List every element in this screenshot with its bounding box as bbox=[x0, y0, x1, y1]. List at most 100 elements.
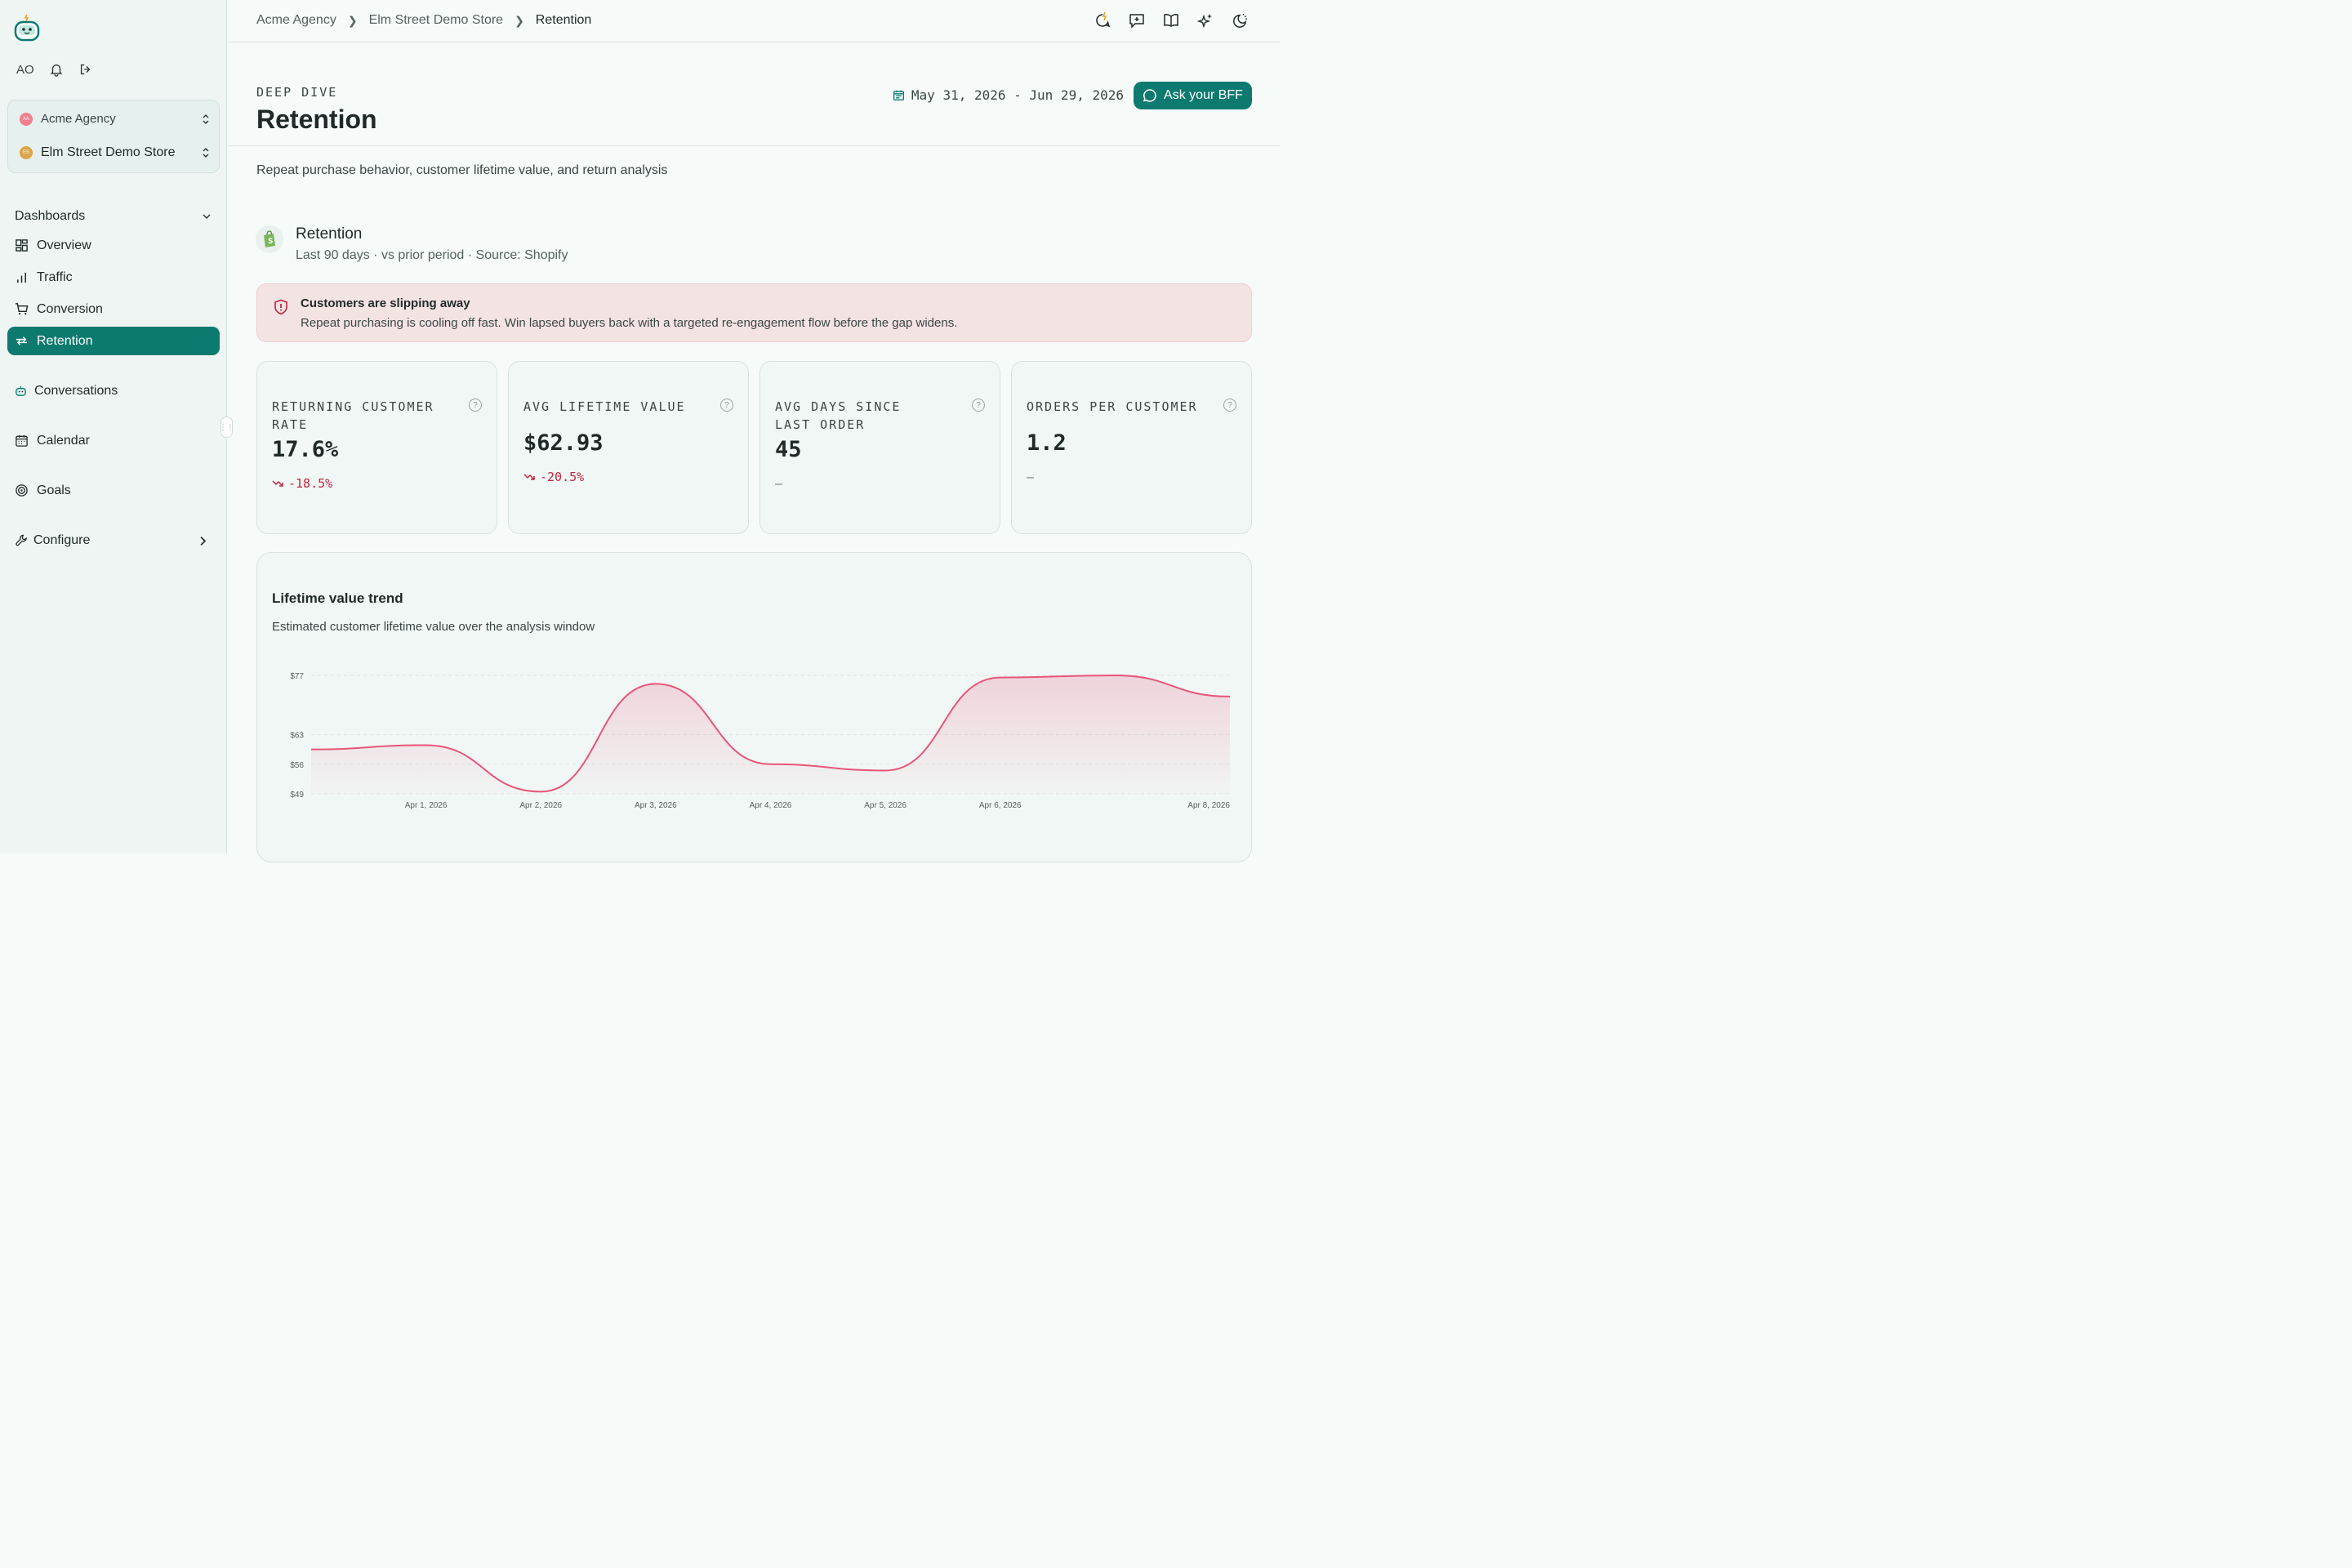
bar-chart-icon bbox=[17, 272, 26, 283]
top-bar: Acme Agency ❯ Elm Street Demo Store ❯ Re… bbox=[228, 0, 1281, 42]
repeat-icon bbox=[16, 336, 28, 345]
bot-logo-icon[interactable] bbox=[13, 13, 41, 42]
breadcrumb: Acme Agency ❯ Elm Street Demo Store ❯ Re… bbox=[256, 13, 591, 28]
dashboards-section-label: Dashboards bbox=[15, 209, 86, 223]
breadcrumb-separator-icon: ❯ bbox=[514, 13, 524, 27]
help-icon[interactable]: ? bbox=[720, 399, 733, 412]
sidebar-item-conversations[interactable]: Conversations bbox=[7, 376, 220, 405]
dashboards-section-toggle[interactable]: Dashboards bbox=[15, 209, 212, 224]
chart-point[interactable] bbox=[881, 767, 889, 775]
x-tick-label: Apr 6, 2026 bbox=[979, 801, 1022, 810]
alert-banner: Customers are slipping away Repeat purch… bbox=[256, 283, 1252, 342]
store-selector[interactable]: ES Elm Street Demo Store bbox=[20, 145, 211, 160]
sidebar-resize-handle[interactable]: ⋮⋮ bbox=[220, 416, 234, 438]
sidebar-item-traffic[interactable]: Traffic bbox=[7, 263, 220, 292]
user-row: AO bbox=[16, 62, 93, 77]
breadcrumb-current: Retention bbox=[535, 13, 592, 27]
breadcrumb-agency[interactable]: Acme Agency bbox=[256, 13, 336, 27]
chart-point[interactable] bbox=[1111, 671, 1119, 679]
new-message-icon[interactable] bbox=[1129, 11, 1145, 29]
page-eyebrow: DEEP DIVE bbox=[256, 85, 338, 100]
chart-point[interactable] bbox=[1226, 693, 1234, 701]
sidebar-item-label: Calendar bbox=[37, 433, 90, 448]
quick-chat-icon[interactable] bbox=[1094, 11, 1111, 29]
x-tick-label: Apr 3, 2026 bbox=[635, 801, 677, 810]
help-icon[interactable]: ? bbox=[972, 399, 985, 412]
sidebar-item-retention[interactable]: Retention bbox=[7, 327, 220, 355]
shield-alert-icon bbox=[274, 299, 287, 315]
y-tick-label: $77 bbox=[290, 672, 304, 681]
y-tick-label: $49 bbox=[290, 791, 304, 800]
kpi-delta: – bbox=[1027, 470, 1034, 484]
sidebar-item-label: Goals bbox=[37, 483, 71, 497]
theme-toggle-icon[interactable] bbox=[1232, 11, 1248, 29]
kpi-label: ORDERS PER CUSTOMER bbox=[1027, 399, 1198, 414]
ask-bff-button[interactable]: Ask your BFF bbox=[1134, 82, 1252, 109]
ltv-trend-card: Lifetime value trend Estimated customer … bbox=[256, 552, 1252, 862]
chart-point[interactable] bbox=[422, 741, 430, 749]
kpi-delta: -20.5% bbox=[523, 470, 584, 484]
sidebar-item-conversion[interactable]: Conversion bbox=[7, 295, 220, 323]
agency-name: Acme Agency bbox=[41, 112, 116, 126]
bell-icon[interactable] bbox=[49, 62, 64, 77]
x-tick-label: Apr 4, 2026 bbox=[750, 801, 792, 810]
sidebar-item-label: Configure bbox=[33, 532, 91, 547]
kpi-delta: – bbox=[775, 476, 782, 491]
shopify-icon: S bbox=[256, 225, 283, 253]
sidebar-item-label: Overview bbox=[37, 238, 91, 252]
workspace-switcher: AA Acme Agency ES Elm Street Demo Store bbox=[7, 100, 220, 173]
chart-point[interactable] bbox=[307, 746, 315, 754]
alert-body: Repeat purchasing is cooling off fast. W… bbox=[301, 316, 958, 330]
x-tick-label: Apr 1, 2026 bbox=[405, 801, 448, 810]
x-tick-label: Apr 5, 2026 bbox=[864, 801, 906, 810]
calendar-icon bbox=[893, 90, 904, 100]
page-title: Retention bbox=[256, 105, 377, 134]
alert-title: Customers are slipping away bbox=[301, 296, 470, 310]
section-meta: Last 90 days · vs prior period · Source:… bbox=[296, 248, 568, 262]
grid-icon bbox=[16, 239, 28, 252]
help-icon[interactable]: ? bbox=[469, 399, 482, 412]
ltv-trend-chart[interactable]: $77 $63 $56 $49 Apr 1, 2026 Apr 2, 2026 Apr 3,… bbox=[257, 553, 1253, 863]
ask-bff-label: Ask your BFF bbox=[1164, 88, 1243, 102]
sidebar: AO AA Acme Agency ES Elm Street Demo Sto… bbox=[0, 0, 227, 853]
breadcrumb-separator-icon: ❯ bbox=[347, 13, 358, 27]
kpi-card-days-since-order: AVG DAYS SINCE LAST ORDER ? 45 – bbox=[760, 361, 1000, 534]
y-tick-label: $63 bbox=[290, 732, 304, 741]
trend-down-icon bbox=[272, 480, 283, 487]
sidebar-item-goals[interactable]: Goals bbox=[7, 476, 220, 505]
chart-point[interactable] bbox=[996, 674, 1004, 682]
kpi-value: 45 bbox=[775, 437, 802, 462]
chart-title: Lifetime value trend bbox=[272, 590, 403, 606]
kpi-delta: -18.5% bbox=[272, 476, 332, 491]
kpi-card-lifetime-value: AVG LIFETIME VALUE ? $62.93 -20.5% bbox=[508, 361, 749, 534]
breadcrumb-store[interactable]: Elm Street Demo Store bbox=[368, 13, 504, 27]
sidebar-item-configure[interactable]: Configure bbox=[7, 526, 220, 555]
chart-point[interactable] bbox=[767, 760, 775, 768]
x-tick-label: Apr 8, 2026 bbox=[1187, 801, 1230, 810]
page-header: DEEP DIVE Retention May 31, 2026 - Jun 2… bbox=[228, 42, 1281, 146]
kpi-value: 17.6% bbox=[272, 437, 339, 462]
chart-subtitle: Estimated customer lifetime value over t… bbox=[272, 620, 595, 634]
target-icon bbox=[16, 484, 28, 497]
kpi-card-returning-rate: RETURNING CUSTOMER RATE ? 17.6% -18.5% bbox=[256, 361, 497, 534]
store-avatar: ES bbox=[20, 146, 33, 159]
sidebar-item-label: Conversations bbox=[34, 383, 118, 398]
kpi-label: RETURNING CUSTOMER RATE bbox=[272, 399, 434, 432]
ltv-area bbox=[311, 675, 1230, 794]
chevron-right-icon bbox=[200, 536, 207, 546]
user-initials[interactable]: AO bbox=[16, 62, 34, 77]
date-range-picker[interactable]: May 31, 2026 - Jun 29, 2026 bbox=[893, 87, 1124, 103]
sidebar-item-label: Retention bbox=[37, 333, 93, 348]
sparkles-icon[interactable] bbox=[1197, 11, 1214, 29]
help-icon[interactable]: ? bbox=[1223, 399, 1236, 412]
book-icon[interactable] bbox=[1163, 11, 1179, 29]
chart-point[interactable] bbox=[537, 787, 545, 795]
section-title: Retention bbox=[296, 225, 363, 243]
agency-selector[interactable]: AA Acme Agency bbox=[20, 112, 211, 126]
wrench-icon bbox=[16, 534, 27, 546]
chart-point[interactable] bbox=[652, 679, 660, 688]
chat-bubble-icon bbox=[1143, 89, 1156, 102]
logout-icon[interactable] bbox=[78, 62, 93, 77]
sidebar-item-overview[interactable]: Overview bbox=[7, 231, 220, 260]
sidebar-item-calendar[interactable]: Calendar bbox=[7, 426, 220, 455]
